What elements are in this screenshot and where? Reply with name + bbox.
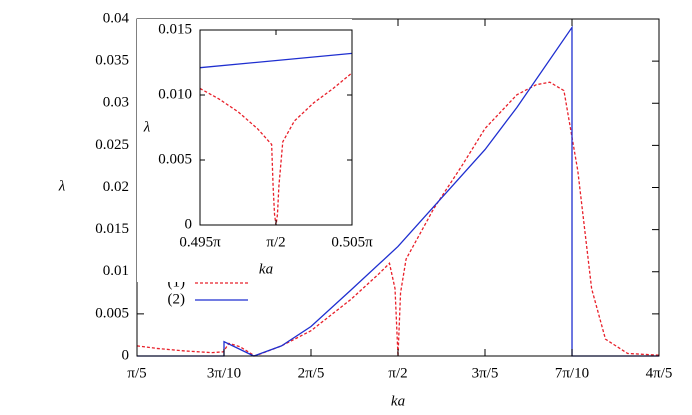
y-tick-label: 0.015 (95, 221, 129, 237)
y-axis-label: λ (58, 178, 66, 194)
y-tick-label: 0.010 (158, 86, 192, 102)
y-tick-label: 0.025 (95, 137, 129, 153)
y-tick-label: 0.04 (103, 10, 130, 26)
y-tick-label: 0.01 (103, 263, 129, 279)
y-tick-label: 0 (185, 216, 193, 232)
y-tick-label: 0.005 (158, 151, 192, 167)
inset-background (137, 19, 352, 282)
x-tick-label: 0.505π (331, 234, 373, 250)
y-tick-label: 0.03 (103, 95, 129, 111)
x-tick-label: 3π/10 (207, 365, 241, 381)
data-line (136, 81, 660, 357)
x-tick-label: 0.495π (179, 234, 221, 250)
x-tick-label: π/2 (388, 365, 407, 381)
legend-label: (2) (168, 291, 186, 307)
inset-x-axis-label: ka (259, 261, 273, 277)
x-tick-label: 4π/5 (646, 365, 673, 381)
y-tick-label: 0.005 (95, 305, 129, 321)
data-line (199, 52, 353, 69)
y-tick-label: 0.02 (103, 179, 129, 195)
inset-y-axis-label: λ (143, 119, 151, 135)
data-line (199, 72, 353, 226)
y-tick-label: 0 (122, 347, 130, 363)
data-line (137, 25, 659, 357)
x-tick-label: 7π/10 (555, 365, 589, 381)
x-tick-label: π/2 (266, 234, 285, 250)
x-tick-label: 3π/5 (472, 365, 499, 381)
y-tick-label: 0.015 (158, 21, 192, 37)
x-tick-label: π/5 (127, 365, 146, 381)
x-axis-label: ka (391, 393, 405, 409)
x-tick-label: 2π/5 (298, 365, 325, 381)
y-tick-label: 0.035 (95, 53, 129, 69)
